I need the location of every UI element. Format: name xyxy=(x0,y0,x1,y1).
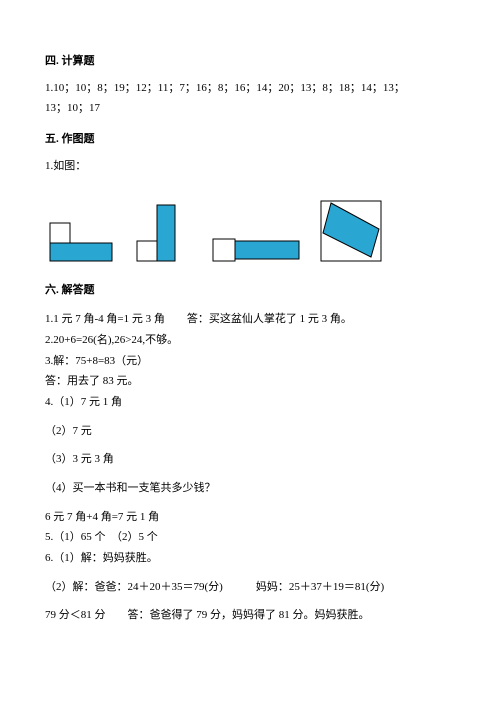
q6-line-5: 4.（1）7 元 1 角 xyxy=(45,393,455,412)
figure-2 xyxy=(133,203,193,263)
section-4-title: 四. 计算题 xyxy=(45,52,455,71)
q6-line-7: （3）3 元 3 角 xyxy=(45,450,455,469)
q6-line-4: 答：用去了 83 元。 xyxy=(45,372,455,391)
q6-line-6: （2）7 元 xyxy=(45,422,455,441)
q6-line-2: 2.20+6=26(名),26>24,不够。 xyxy=(45,331,455,350)
q6-line-1: 1.1 元 7 角-4 角=1 元 3 角 答：买这盆仙人掌花了 1 元 3 角… xyxy=(45,310,455,329)
figure-1 xyxy=(49,219,115,263)
q6-line-9: 6 元 7 角+4 角=7 元 1 角 xyxy=(45,508,455,527)
figure-4 xyxy=(319,199,383,263)
q6-line-3: 3.解：75+8=83（元） xyxy=(45,352,455,371)
section-5-line-1: 1.如图： xyxy=(45,157,455,176)
q6-line-13: 79 分＜81 分 答：爸爸得了 79 分，妈妈得了 81 分。妈妈获胜。 xyxy=(45,606,455,625)
section-4-line-2: 13；10；17 xyxy=(45,99,455,118)
q6-line-11: 6.（1）解：妈妈获胜。 xyxy=(45,549,455,568)
section-4-line-1: 1.10；10；8；19；12；11；7；16；8；16；14；20；13；8；… xyxy=(45,79,455,98)
q6-line-8: （4）买一本书和一支笔共多少钱？ xyxy=(45,479,455,498)
q6-line-12: （2）解：爸爸：24＋20＋35＝79(分) 妈妈：25＋37＋19＝81(分) xyxy=(45,578,455,597)
figure-3 xyxy=(211,237,301,263)
q6-line-10: 5.（1）65 个 （2）5 个 xyxy=(45,528,455,547)
figures-row xyxy=(45,199,455,263)
section-6-title: 六. 解答题 xyxy=(45,281,455,300)
section-5-title: 五. 作图题 xyxy=(45,130,455,149)
